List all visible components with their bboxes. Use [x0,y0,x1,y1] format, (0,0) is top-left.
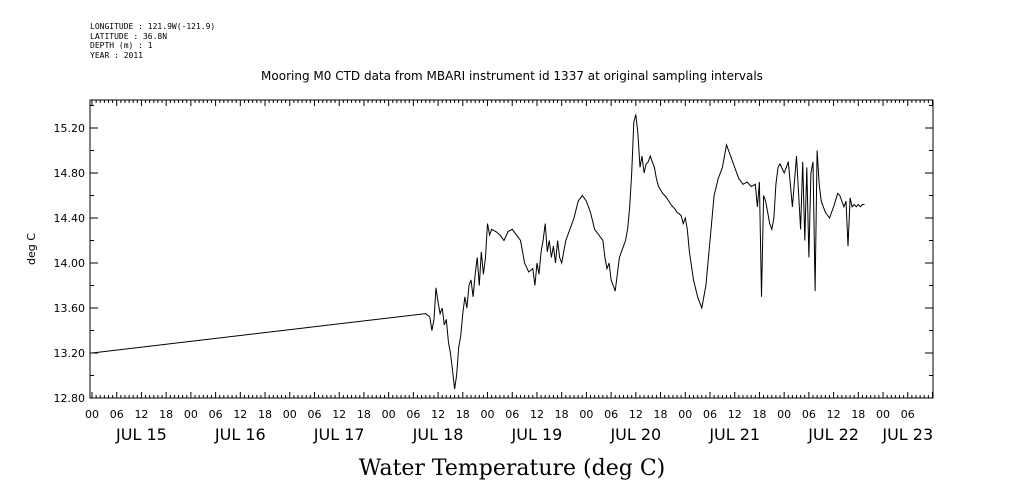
y-tick-label: 14.40 [54,212,86,225]
top-minor-ticks [91,100,933,106]
x-tick-label: 06 [209,408,223,421]
x-tick-label: 12 [530,408,544,421]
metadata-latitude: LATITUDE : 36.8N [90,31,168,41]
x-tick-label: 00 [184,408,198,421]
x-tick-label: 06 [802,408,816,421]
x-tick-label: 18 [357,408,371,421]
x-tick-label: 06 [703,408,717,421]
day-label: JUL 19 [511,425,563,444]
x-tick-label: 06 [604,408,618,421]
y-tick-label: 13.20 [54,347,86,360]
x-tick-label: 00 [283,408,297,421]
x-tick-label: 06 [901,408,915,421]
y-tick-label: 13.60 [54,302,86,315]
x-tick-label: 12 [827,408,841,421]
x-tick-label: 00 [777,408,791,421]
x-axis: 00 06 12 18 00 06 12 18 00 06 12 18 00 06 12 18 00 06 12 18… [85,408,915,421]
metadata-block: LONGITUDE : 121.9W(-121.9) LATITUDE : 36… [90,22,215,60]
x-tick-label: 18 [654,408,668,421]
day-label: JUL 17 [313,425,365,444]
bottom-minor-ticks [91,392,933,398]
x-tick-label: 06 [406,408,420,421]
x-tick-label: 00 [85,408,99,421]
day-label: JUL 23 [881,425,933,444]
metadata-year: YEAR : 2011 [90,50,143,60]
x-tick-label: 12 [332,408,346,421]
day-labels: JUL 15 JUL 16 JUL 17 JUL 18 JUL 19 JUL 20 JUL … [115,425,933,444]
x-tick-label: 18 [555,408,569,421]
metadata-depth: DEPTH (m) : 1 [90,41,153,51]
x-tick-label: 18 [159,408,173,421]
metadata-longitude: LONGITUDE : 121.9W(-121.9) [90,22,216,31]
y-tick-label: 14.00 [54,257,86,270]
y-tick-label: 14.80 [54,167,86,180]
x-tick-label: 12 [134,408,148,421]
x-tick-label: 00 [382,408,396,421]
day-label: JUL 16 [214,425,266,444]
x-tick-label: 18 [851,408,865,421]
x-tick-label: 12 [431,408,445,421]
day-label: JUL 22 [807,425,859,444]
temperature-series-line [91,114,865,390]
x-tick-label: 12 [233,408,247,421]
day-label: JUL 18 [412,425,464,444]
chart-title: Mooring M0 CTD data from MBARI instrumen… [261,69,763,83]
x-tick-label: 12 [728,408,742,421]
x-tick-label: 06 [307,408,321,421]
day-label: JUL 20 [609,425,661,444]
x-axis-title: Water Temperature (deg C) [359,456,666,481]
x-tick-label: 00 [579,408,593,421]
x-tick-label: 18 [258,408,272,421]
x-tick-label: 00 [481,408,495,421]
x-tick-label: 18 [456,408,470,421]
x-tick-label: 06 [505,408,519,421]
y-axis-label: deg C [25,233,38,265]
x-tick-label: 00 [876,408,890,421]
x-tick-label: 18 [752,408,766,421]
y-tick-label: 15.20 [54,122,86,135]
x-tick-label: 12 [629,408,643,421]
x-tick-label: 00 [678,408,692,421]
plot-frame [89,99,934,399]
y-tick-label: 12.80 [54,392,86,405]
day-label: JUL 15 [115,425,167,444]
day-label: JUL 21 [708,425,760,444]
y-axis: 12.80 13.20 13.60 14.00 14.40 14.80 15.20 [54,105,933,405]
x-tick-label: 06 [110,408,124,421]
